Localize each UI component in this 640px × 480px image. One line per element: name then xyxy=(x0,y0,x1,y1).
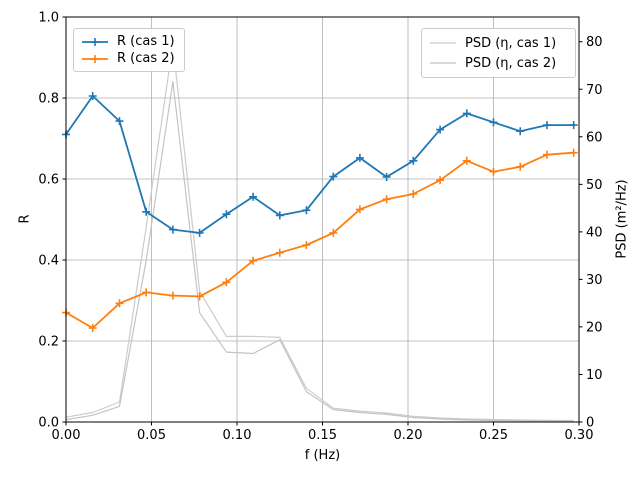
x-tick-label: 0.20 xyxy=(394,428,423,443)
x-tick-label: 0.05 xyxy=(137,428,166,443)
x-axis-label: f (Hz) xyxy=(304,448,341,463)
y-tick-label-right: 30 xyxy=(586,273,603,288)
x-tick-label: 0.25 xyxy=(479,428,508,443)
x-tick-label: 0.10 xyxy=(223,428,252,443)
y-tick-label-right: 10 xyxy=(586,368,603,383)
x-tick-label: 0.15 xyxy=(308,428,337,443)
y-tick-label-right: 50 xyxy=(586,178,603,193)
legend-entry-psd-cas-1: PSD (η, cas 1) xyxy=(428,33,567,53)
y-tick-label-right: 20 xyxy=(586,320,603,335)
y-tick-label-left: 0.0 xyxy=(38,416,59,431)
line-sample-icon xyxy=(430,42,456,44)
y-axis-label-left: R xyxy=(17,214,33,224)
legend-label: PSD (η, cas 2) xyxy=(465,55,557,71)
y-tick-label-left: 0.6 xyxy=(38,173,59,188)
y-tick-label-right: 70 xyxy=(586,83,603,98)
legend-r: R (cas 1) R (cas 2) xyxy=(73,28,185,72)
legend-label: PSD (η, cas 1) xyxy=(465,35,557,51)
series-markers-0 xyxy=(62,92,578,237)
legend-label: R (cas 2) xyxy=(117,51,175,66)
legend-label: R (cas 1) xyxy=(117,34,175,49)
y-tick-label-right: 0 xyxy=(586,416,594,431)
legend-entry-r-cas-1: R (cas 1) xyxy=(80,33,176,50)
y-tick-label-left: 1.0 xyxy=(38,11,59,26)
y-tick-label-left: 0.2 xyxy=(38,335,59,350)
y-tick-label-right: 40 xyxy=(586,225,603,240)
y-tick-label-right: 80 xyxy=(586,35,603,50)
line-plus-sample-icon xyxy=(82,54,108,63)
series-line-0 xyxy=(65,95,574,234)
line-plus-sample-icon xyxy=(82,37,108,46)
y-tick-label-left: 0.8 xyxy=(38,92,59,107)
x-tick-label: 0.00 xyxy=(52,428,81,443)
series-line-2 xyxy=(65,43,574,422)
series-markers-1 xyxy=(62,148,578,332)
legend-entry-r-cas-2: R (cas 2) xyxy=(80,50,176,67)
x-tick-label: 0.30 xyxy=(565,428,594,443)
y-tick-label-right: 60 xyxy=(586,130,603,145)
tick-marks xyxy=(62,16,583,426)
y-axis-label-right: PSD (m²/Hz) xyxy=(614,179,630,259)
legend-entry-psd-cas-2: PSD (η, cas 2) xyxy=(428,53,567,73)
series-line-1 xyxy=(65,151,574,329)
legend-psd: PSD (η, cas 1) PSD (η, cas 2) xyxy=(421,28,576,78)
series-line-3 xyxy=(65,80,574,422)
y-tick-label-left: 0.4 xyxy=(38,254,59,269)
line-sample-icon xyxy=(430,62,456,64)
